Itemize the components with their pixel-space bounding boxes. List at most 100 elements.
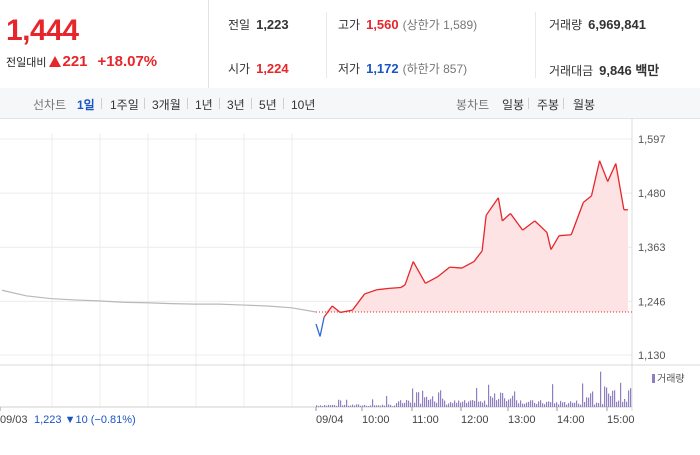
volume-bar [336, 406, 337, 407]
period-1y[interactable]: 1년 [195, 96, 213, 113]
period-1w[interactable]: 1주일 [110, 96, 139, 113]
volume-bar [526, 403, 527, 407]
x-tick-label: 09/03 [0, 414, 28, 426]
x-tick-label: 15:00 [607, 414, 635, 426]
volume-bar [556, 402, 557, 407]
volume-bar [414, 403, 415, 407]
volume-bar [334, 405, 335, 407]
volume-bar [582, 383, 583, 407]
volume-bar [550, 402, 551, 407]
volume-bar [496, 400, 497, 407]
x-tick-label: 13:00 [508, 414, 536, 426]
low-value: 1,172 [366, 61, 399, 76]
volume-bar [518, 403, 519, 407]
volume-bar [508, 400, 509, 407]
divider [251, 98, 252, 109]
x-tick-label: 11:00 [412, 414, 439, 426]
volume-bar [574, 403, 575, 407]
volume-bar [484, 401, 485, 407]
volume-bar [474, 401, 475, 407]
volume-bar [456, 403, 457, 407]
line-chart-label: 선차트 [33, 96, 66, 113]
volume-bar [326, 406, 327, 407]
volume-bar [510, 398, 511, 407]
volume-bar [542, 403, 543, 407]
period-5y[interactable]: 5년 [259, 96, 277, 113]
up-triangle-icon [49, 56, 61, 67]
volume-bar [394, 405, 395, 407]
volume-bar [322, 406, 323, 407]
upper-limit: (상한가 1,589) [403, 18, 477, 32]
volume-bar [430, 399, 431, 407]
volume-bar [546, 402, 547, 407]
volume-bar [608, 394, 609, 407]
volume-bar [486, 405, 487, 407]
lower-limit: (하한가 857) [403, 62, 467, 76]
volume-bar [624, 399, 625, 407]
volume-bar [548, 401, 549, 407]
y-tick-label: 1,597 [638, 134, 666, 146]
volume-bar [382, 405, 383, 407]
volume-bar [600, 372, 601, 407]
volume-bar [564, 402, 565, 407]
candle-weekly[interactable]: 주봉 [537, 96, 559, 113]
trade-value-value: 9,846 백만 [599, 63, 659, 78]
volume-bar [560, 401, 561, 407]
volume-bar [372, 399, 373, 407]
volume-bar [418, 392, 419, 407]
volume-bar [570, 401, 571, 407]
volume-bar [440, 390, 441, 407]
prev-day-note: 1,223 ▼10 (−0.81%) [34, 414, 136, 426]
volume-bar [454, 400, 455, 407]
volume-bar [442, 399, 443, 407]
volume-bar [522, 404, 523, 407]
volume-bar [478, 402, 479, 407]
period-10y[interactable]: 10년 [291, 96, 315, 113]
volume-bar [354, 405, 355, 407]
chart-fill [316, 161, 628, 312]
volume-bar [384, 406, 385, 407]
volume-bar [626, 402, 627, 407]
volume-bar [532, 400, 533, 407]
volume-bar [392, 406, 393, 407]
volume-bar [606, 388, 607, 407]
volume-bar [366, 406, 367, 407]
volume-bar [604, 386, 605, 407]
volume-bar [488, 385, 489, 407]
divider [144, 98, 145, 109]
volume-bar [452, 403, 453, 407]
volume-bar [558, 404, 559, 407]
current-price: 1,444 [6, 14, 79, 48]
volume-bar [620, 383, 621, 407]
candle-monthly[interactable]: 월봉 [573, 96, 595, 113]
volume-bar [464, 400, 465, 407]
x-tick-label: 12:00 [461, 414, 489, 426]
period-1d[interactable]: 1일 [77, 96, 95, 113]
volume-bar [470, 400, 471, 407]
divider [187, 98, 188, 109]
volume-bar [576, 401, 577, 407]
y-tick-label: 1,363 [638, 242, 666, 254]
volume-bar [596, 403, 597, 407]
volume-bar [580, 405, 581, 407]
volume-bar [492, 398, 493, 407]
volume-bar [588, 398, 589, 407]
period-3y[interactable]: 3년 [227, 96, 245, 113]
volume-bar [362, 405, 363, 407]
volume-bar [614, 390, 615, 407]
candle-daily[interactable]: 일봉 [502, 96, 524, 113]
y-tick-label: 1,130 [638, 350, 666, 362]
volume-bar [534, 403, 535, 407]
volume-bar [536, 404, 537, 407]
y-tick-label: 1,246 [638, 296, 666, 308]
volume-bar [370, 405, 371, 407]
change-row: 전일대비 221 +18.07% [6, 53, 157, 70]
price-segment [450, 267, 462, 268]
period-3m[interactable]: 3개월 [152, 96, 181, 113]
price-segment [559, 235, 571, 236]
